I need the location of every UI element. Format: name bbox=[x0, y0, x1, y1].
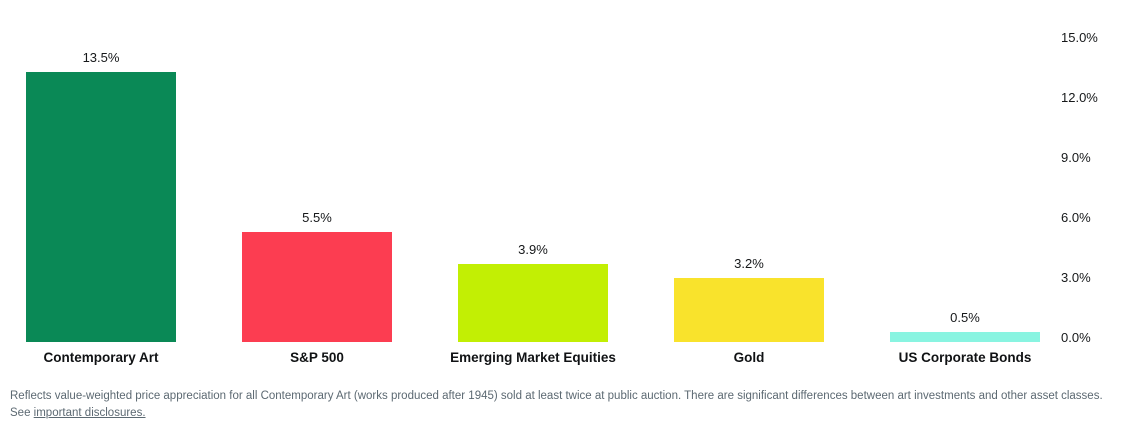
y-axis-tick-label: 9.0% bbox=[1061, 150, 1091, 165]
bar-category-label: Gold bbox=[733, 350, 765, 365]
bar-emerging-market-equities bbox=[458, 264, 608, 342]
bar-value-label: 13.5% bbox=[82, 50, 120, 65]
y-axis-tick-label: 3.0% bbox=[1061, 270, 1091, 285]
bar-s-p-500 bbox=[242, 232, 392, 342]
bar-value-label: 3.9% bbox=[518, 242, 548, 257]
footnote-text: Reflects value-weighted price appreciati… bbox=[10, 390, 1103, 419]
bar-gold bbox=[674, 278, 824, 342]
bar-value-label: 5.5% bbox=[302, 210, 332, 225]
bar-value-label: 0.5% bbox=[950, 310, 980, 325]
bar-value-label: 3.2% bbox=[734, 256, 764, 271]
y-axis-tick-label: 12.0% bbox=[1061, 90, 1098, 105]
bar-category-label: S&P 500 bbox=[290, 350, 344, 365]
bar-contemporary-art bbox=[26, 72, 176, 342]
footnote: Reflects value-weighted price appreciati… bbox=[10, 388, 1122, 422]
bar-us-corporate-bonds bbox=[890, 332, 1040, 342]
important-disclosures-link[interactable]: important disclosures. bbox=[33, 407, 146, 419]
y-axis-tick-label: 15.0% bbox=[1061, 30, 1098, 45]
bar-category-label: US Corporate Bonds bbox=[898, 350, 1032, 365]
bar-category-label: Contemporary Art bbox=[43, 350, 159, 365]
y-axis-tick-label: 6.0% bbox=[1061, 210, 1091, 225]
y-axis-tick-label: 0.0% bbox=[1061, 330, 1091, 345]
bar-category-label: Emerging Market Equities bbox=[450, 350, 616, 365]
